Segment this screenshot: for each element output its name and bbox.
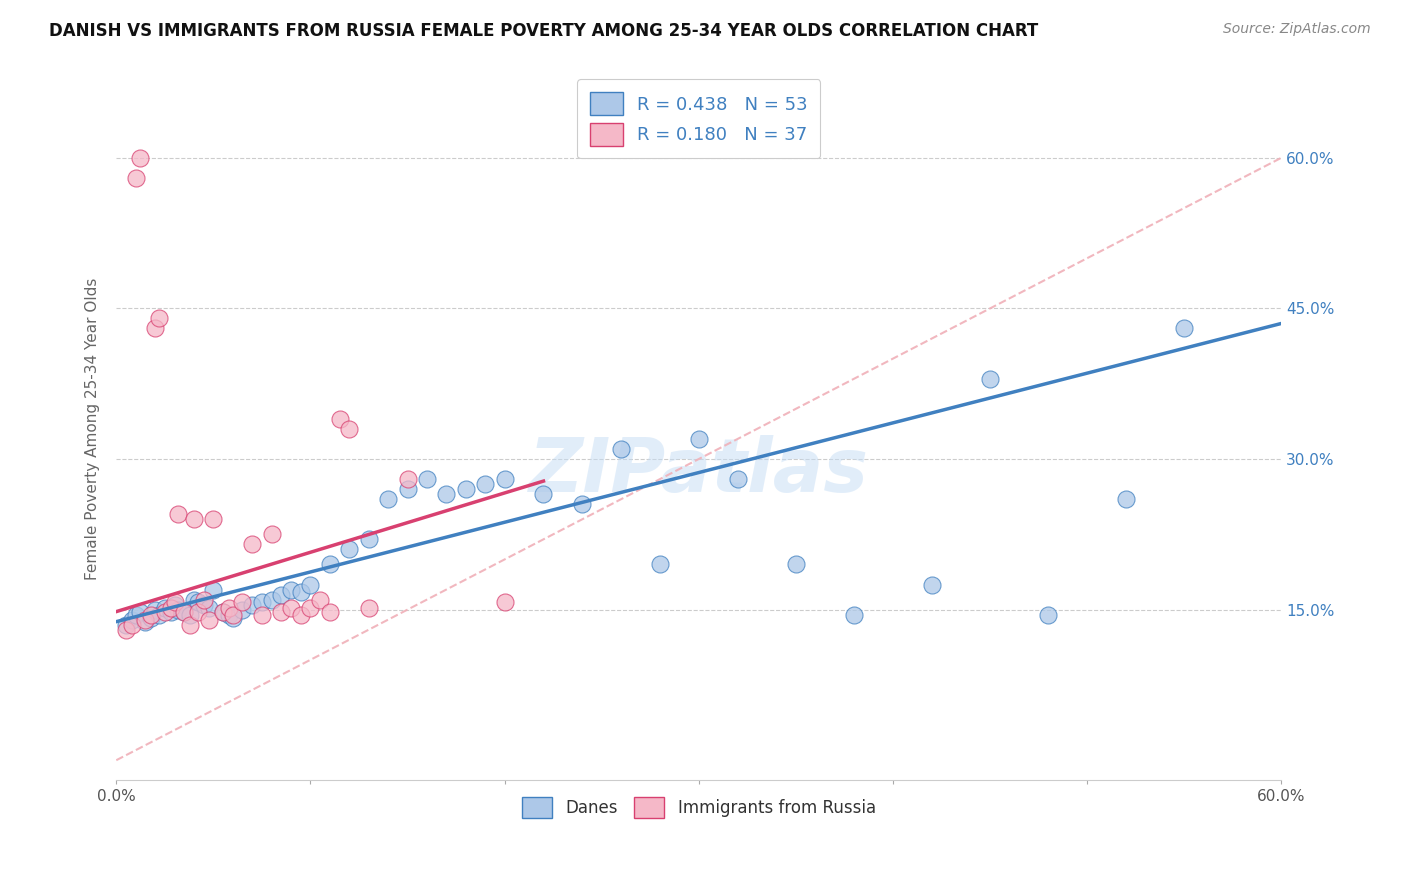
Point bbox=[688, 432, 710, 446]
Text: DANISH VS IMMIGRANTS FROM RUSSIA FEMALE POVERTY AMONG 25-34 YEAR OLDS CORRELATIO: DANISH VS IMMIGRANTS FROM RUSSIA FEMALE … bbox=[49, 22, 1039, 40]
Point bbox=[222, 610, 245, 624]
Point bbox=[416, 472, 439, 486]
Point bbox=[159, 605, 181, 619]
Point bbox=[494, 472, 516, 486]
Point bbox=[309, 592, 332, 607]
Point bbox=[163, 598, 186, 612]
Point bbox=[193, 598, 215, 612]
Point bbox=[198, 600, 221, 615]
Point bbox=[280, 600, 302, 615]
Point bbox=[231, 594, 253, 608]
Point bbox=[319, 605, 342, 619]
Point bbox=[844, 607, 866, 622]
Point bbox=[1173, 321, 1195, 335]
Point bbox=[125, 170, 148, 185]
Point bbox=[377, 492, 399, 507]
Point bbox=[299, 600, 322, 615]
Point bbox=[1038, 607, 1060, 622]
Point bbox=[143, 602, 166, 616]
Point bbox=[474, 477, 496, 491]
Point bbox=[212, 605, 235, 619]
Point bbox=[202, 582, 225, 597]
Point bbox=[198, 613, 221, 627]
Point bbox=[218, 600, 240, 615]
Point bbox=[141, 610, 163, 624]
Point bbox=[187, 594, 209, 608]
Point bbox=[153, 605, 176, 619]
Point bbox=[357, 600, 380, 615]
Point bbox=[250, 607, 273, 622]
Point bbox=[270, 605, 292, 619]
Point bbox=[173, 605, 195, 619]
Legend: Danes, Immigrants from Russia: Danes, Immigrants from Russia bbox=[515, 790, 883, 825]
Point bbox=[202, 512, 225, 526]
Point bbox=[128, 151, 150, 165]
Point bbox=[125, 607, 148, 622]
Point bbox=[134, 613, 156, 627]
Point bbox=[337, 542, 360, 557]
Point bbox=[179, 617, 201, 632]
Point bbox=[494, 594, 516, 608]
Point bbox=[121, 613, 143, 627]
Point bbox=[357, 533, 380, 547]
Point bbox=[173, 605, 195, 619]
Point bbox=[270, 588, 292, 602]
Point bbox=[396, 472, 419, 486]
Point bbox=[115, 617, 138, 632]
Y-axis label: Female Poverty Among 25-34 Year Olds: Female Poverty Among 25-34 Year Olds bbox=[86, 277, 100, 580]
Point bbox=[240, 598, 263, 612]
Point bbox=[240, 537, 263, 551]
Point bbox=[128, 605, 150, 619]
Point bbox=[260, 592, 283, 607]
Point bbox=[1115, 492, 1137, 507]
Point bbox=[280, 582, 302, 597]
Text: ZIPatlas: ZIPatlas bbox=[529, 434, 869, 508]
Point bbox=[153, 600, 176, 615]
Point bbox=[218, 607, 240, 622]
Point bbox=[319, 558, 342, 572]
Point bbox=[610, 442, 633, 456]
Point bbox=[141, 607, 163, 622]
Point bbox=[159, 600, 181, 615]
Point bbox=[250, 594, 273, 608]
Point bbox=[167, 507, 190, 521]
Text: Source: ZipAtlas.com: Source: ZipAtlas.com bbox=[1223, 22, 1371, 37]
Point bbox=[115, 623, 138, 637]
Point bbox=[329, 412, 352, 426]
Point bbox=[143, 321, 166, 335]
Point bbox=[290, 607, 312, 622]
Point bbox=[187, 605, 209, 619]
Point bbox=[648, 558, 671, 572]
Point bbox=[396, 482, 419, 496]
Point bbox=[434, 487, 457, 501]
Point bbox=[163, 594, 186, 608]
Point bbox=[193, 592, 215, 607]
Point bbox=[183, 512, 205, 526]
Point bbox=[454, 482, 477, 496]
Point bbox=[785, 558, 807, 572]
Point bbox=[299, 577, 322, 591]
Point bbox=[921, 577, 943, 591]
Point bbox=[979, 372, 1001, 386]
Point bbox=[148, 607, 170, 622]
Point bbox=[212, 605, 235, 619]
Point bbox=[337, 422, 360, 436]
Point bbox=[167, 602, 190, 616]
Point bbox=[179, 607, 201, 622]
Point bbox=[571, 497, 593, 511]
Point bbox=[533, 487, 555, 501]
Point bbox=[231, 602, 253, 616]
Point bbox=[222, 607, 245, 622]
Point bbox=[121, 617, 143, 632]
Point bbox=[260, 527, 283, 541]
Point bbox=[727, 472, 749, 486]
Point bbox=[183, 592, 205, 607]
Point bbox=[134, 615, 156, 629]
Point bbox=[290, 584, 312, 599]
Point bbox=[148, 311, 170, 326]
